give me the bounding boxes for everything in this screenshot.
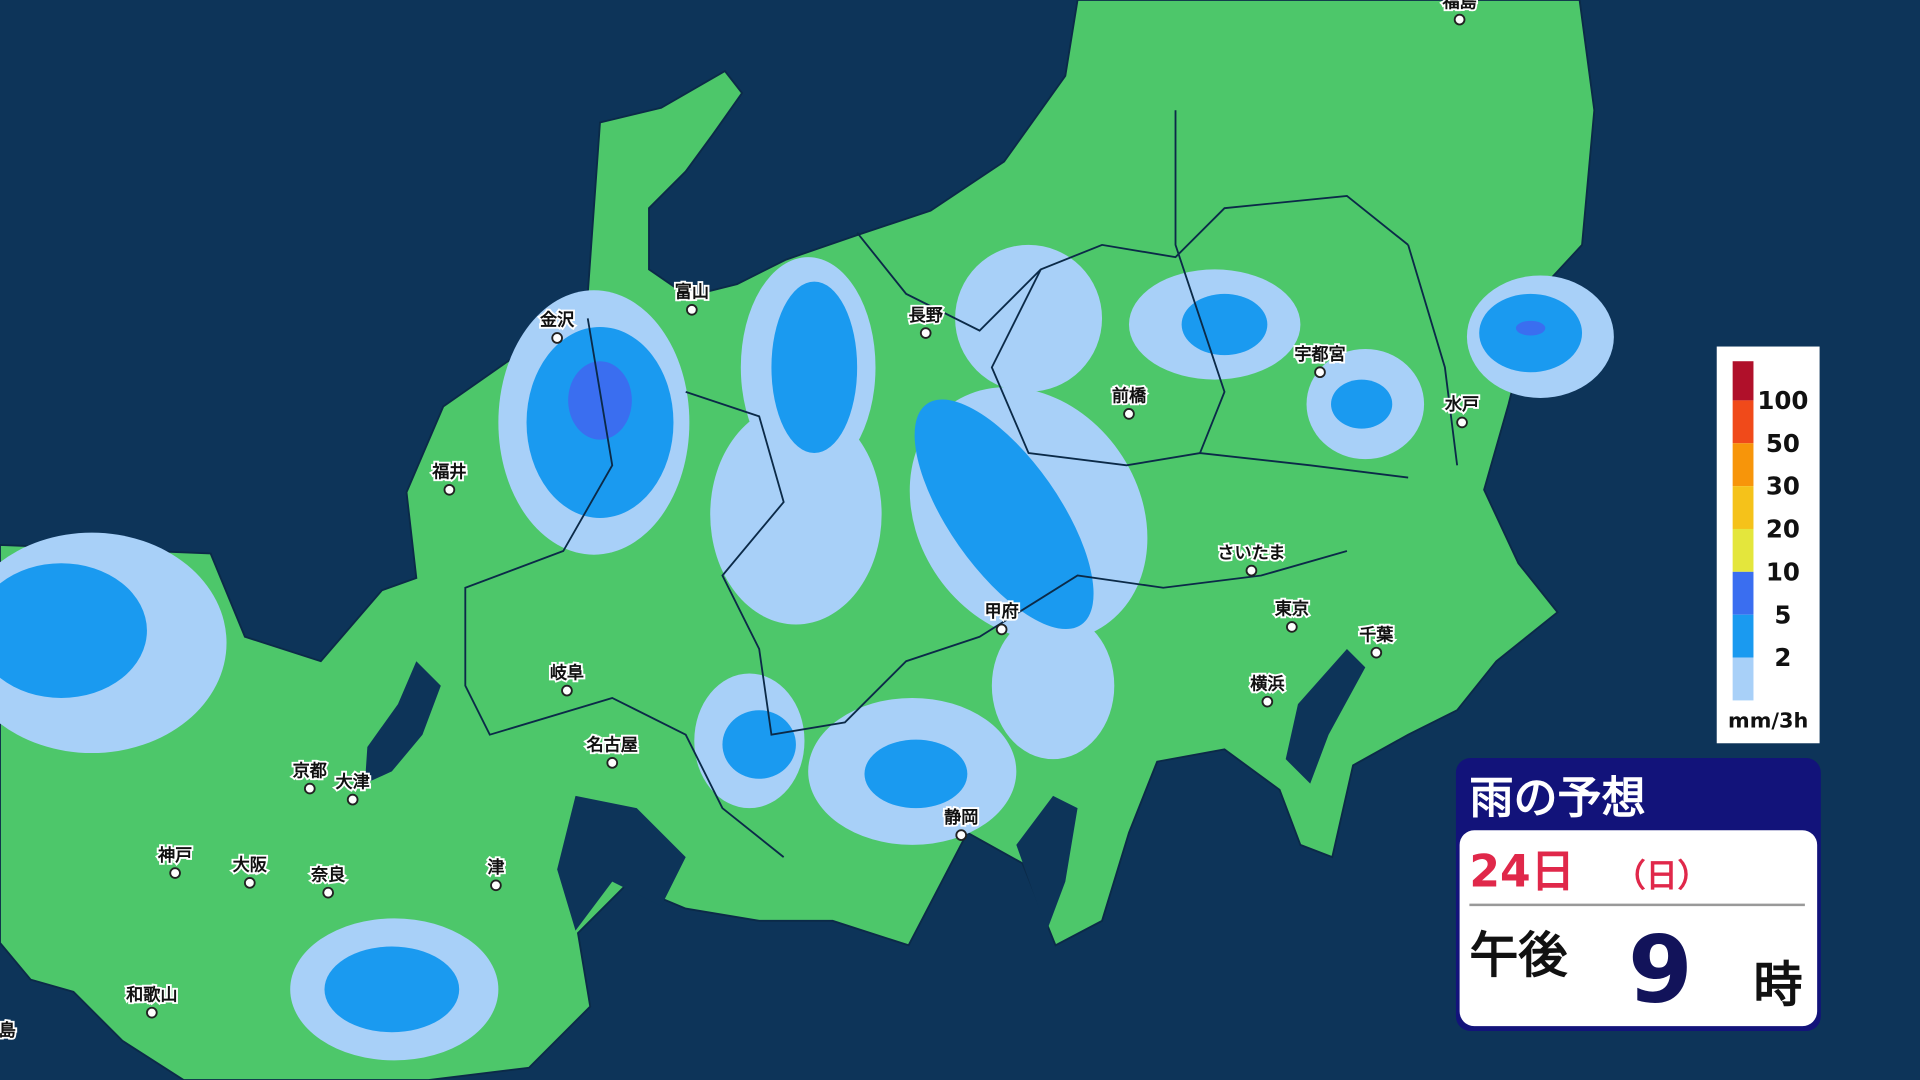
legend-swatch [1732,443,1754,487]
rain-moderate [0,281,1583,1033]
city-dot [955,829,968,841]
city-dot [606,757,619,769]
city-dot [919,327,932,339]
borders [464,110,1459,858]
legend-swatch [1732,528,1754,572]
city-label: 大津 [336,771,370,792]
city-dot [346,793,359,806]
legend-label: 50 [1766,429,1800,458]
city-dot [1261,695,1274,708]
city-dot [686,303,698,316]
panel-body [1459,830,1818,1027]
legend-swatch [1732,361,1754,401]
city-dot [443,483,456,496]
city-label: 京都 [293,760,327,781]
panel-date: 24日 [1469,847,1574,898]
legend-swatch [1732,486,1754,529]
city-label: 前橋 [1112,386,1147,407]
city-label: 長野 [909,306,944,326]
tokyo-bay [1285,648,1366,784]
city-label: 金沢 [540,310,575,331]
city-dot [561,684,573,697]
legend-label: 5 [1774,600,1791,629]
city-label: 横浜 [1250,673,1285,694]
legend-swatch [1732,571,1754,615]
city-dot [322,886,334,899]
city-dot [169,867,181,879]
city-label: 富山 [675,282,709,303]
city-dot [995,623,1008,636]
panel-title: 雨の予想 [1469,773,1645,824]
city-dot [1314,366,1326,379]
ise-bay [557,795,686,931]
legend-label: 2 [1774,643,1791,672]
city-label: 千葉 [1359,624,1394,645]
city-label: 福島 [1441,0,1476,12]
panel-period: 午後 [1469,927,1568,984]
legend-swatch [1732,614,1754,658]
panel-hour-unit: 時 [1753,957,1802,1014]
city-dot [1245,564,1258,577]
city-label: 甲府 [985,601,1019,622]
legend-label: 10 [1766,557,1800,586]
legend-swatch [1732,400,1754,444]
legend-swatch [1732,657,1754,701]
city-dot [303,782,316,795]
city-dot [146,1006,158,1019]
city-label: 島 [0,1020,16,1041]
city-dot [1456,416,1468,429]
city-label: 東京 [1275,599,1309,620]
city-dot [490,879,502,892]
legend-label: 20 [1766,515,1800,544]
panel-weekday: （日） [1614,857,1710,895]
city-label: 岐阜 [550,662,584,683]
city-label: 静岡 [944,807,978,828]
city-label: 大阪 [233,855,268,876]
legend-label: 100 [1757,386,1808,415]
city-label: 福井 [431,462,466,483]
legend-label: 30 [1766,472,1800,501]
city-label: 宇都宮 [1294,344,1345,365]
suruga-bay [1016,795,1078,931]
lake-biwa [364,661,441,784]
city-label: 奈良 [310,864,346,885]
forecast-panel: 雨の予想 24日 （日） 午後 9 時 [1455,757,1821,1032]
city-label: 神戸 [157,845,192,866]
legend-labels: 100 50 30 20 10 5 2 [1757,386,1808,672]
city-dot [1453,13,1466,26]
city-dot [551,332,563,344]
panel-hour: 9 [1628,916,1693,1024]
city-dot [1123,408,1135,420]
legend: 100 50 30 20 10 5 2 mm/3h [1716,346,1820,744]
city-dot [243,877,256,889]
city-dot [1286,621,1298,633]
city-label: 津 [487,857,504,878]
city-label: 名古屋 [586,735,638,756]
city-label: 和歌山 [126,984,177,1005]
rain-heavy [568,320,1546,440]
city-label: さいたま [1217,543,1285,563]
city-label: 水戸 [1444,394,1479,415]
legend-unit: mm/3h [1728,708,1808,732]
city-dot [1370,646,1383,659]
